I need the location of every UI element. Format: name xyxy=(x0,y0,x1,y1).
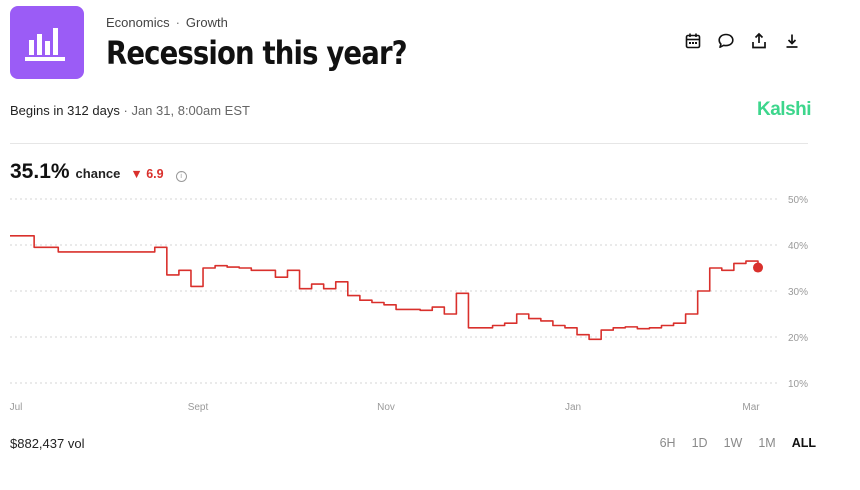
market-logo xyxy=(10,6,84,79)
x-tick-label: Mar xyxy=(742,402,760,413)
x-tick-label: Jul xyxy=(10,402,23,413)
range-all[interactable]: ALL xyxy=(791,436,816,450)
share-icon[interactable] xyxy=(749,31,769,51)
chance-summary: 35.1% chance ▼ 6.9 i xyxy=(10,160,187,184)
market-schedule: Begins in 312 days · Jan 31, 8:00am EST xyxy=(10,103,250,118)
current-point-marker xyxy=(753,262,763,273)
y-tick-label: 40% xyxy=(788,241,808,252)
y-tick-label: 10% xyxy=(788,379,808,390)
divider xyxy=(10,143,808,144)
breadcrumb: Economics · Growth xyxy=(106,15,228,30)
breadcrumb-subcategory[interactable]: Growth xyxy=(185,15,228,30)
breadcrumb-separator: · xyxy=(175,15,180,30)
range-6h[interactable]: 6H xyxy=(659,436,676,450)
info-icon[interactable]: i xyxy=(175,171,187,182)
x-tick-label: Sept xyxy=(188,402,209,413)
x-tick-label: Nov xyxy=(377,402,395,413)
kalshi-logo[interactable]: Kalshi xyxy=(757,99,812,120)
market-title: Recession this year? xyxy=(106,34,408,72)
bar-chart-icon xyxy=(25,28,65,61)
begins-text: Begins in 312 days xyxy=(10,103,120,118)
calendar-icon[interactable] xyxy=(683,31,703,51)
meta-separator: · xyxy=(123,103,128,118)
range-1w[interactable]: 1W xyxy=(723,436,743,450)
range-1m[interactable]: 1M xyxy=(758,436,776,450)
y-tick-label: 20% xyxy=(788,333,808,344)
toolbar xyxy=(683,31,802,51)
download-icon[interactable] xyxy=(782,31,802,51)
breadcrumb-category[interactable]: Economics xyxy=(106,15,170,30)
x-tick-label: Jan xyxy=(565,402,581,413)
range-1d[interactable]: 1D xyxy=(691,436,708,450)
chance-value: 35.1% xyxy=(10,160,70,183)
begins-date: Jan 31, 8:00am EST xyxy=(131,103,250,118)
chance-delta: ▼ 6.9 xyxy=(130,167,163,181)
series-line xyxy=(10,235,759,341)
chance-label: chance xyxy=(75,166,121,181)
volume: $882,437 vol xyxy=(10,436,85,451)
y-tick-label: 50% xyxy=(788,195,808,206)
down-arrow-icon: ▼ xyxy=(130,167,143,181)
time-range-selector: 6H 1D 1W 1M ALL xyxy=(660,436,816,450)
comment-icon[interactable] xyxy=(716,31,736,51)
y-tick-label: 30% xyxy=(788,287,808,298)
probability-chart: 50% 40% 30% 20% 10% Jul Sept Nov Jan Mar xyxy=(10,195,809,413)
delta-value: 6.9 xyxy=(146,167,164,181)
